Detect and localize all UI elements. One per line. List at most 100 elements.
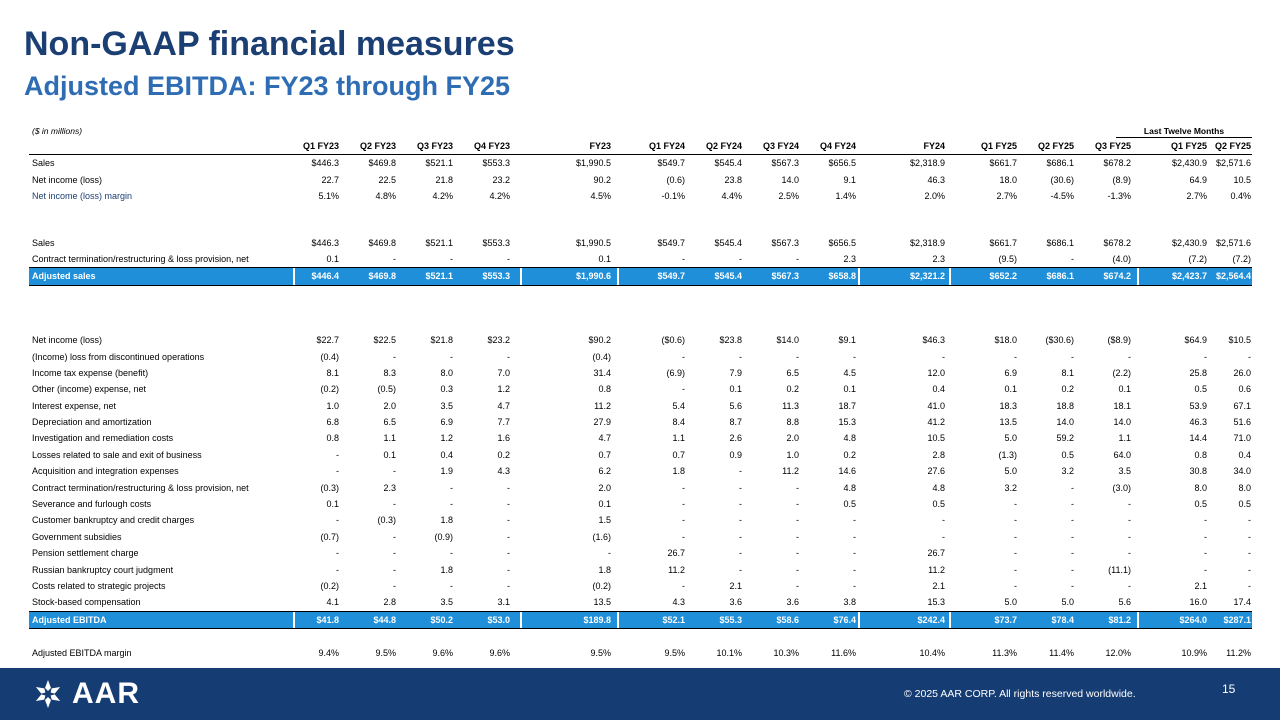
column-separator — [617, 268, 619, 285]
table-cell: 7.7 — [497, 417, 510, 428]
table-cell: 0.2 — [1061, 384, 1074, 395]
table-cell: 11.3% — [992, 648, 1017, 659]
table-cell: - — [336, 466, 339, 477]
table-cell: - — [1014, 580, 1017, 591]
table-cell: -4.5% — [1050, 191, 1074, 202]
table-cell: (0.6) — [666, 174, 685, 185]
table-cell: 8.7 — [729, 417, 742, 428]
table-cell: 0.8 — [1194, 449, 1207, 460]
table-cell: 0.7 — [672, 449, 685, 460]
table-cell: 5.4 — [672, 400, 685, 411]
table-cell: 8.1 — [1061, 367, 1074, 378]
table-row: Russian bankruptcy court judgment - - 1.8 - 1… — [29, 562, 1252, 578]
table-cell: - — [608, 548, 611, 559]
table-cell: 22.7 — [321, 174, 339, 185]
table-cell: 64.0 — [1113, 449, 1131, 460]
table-cell: $10.5 — [1228, 335, 1251, 346]
table-row: Net income (loss) 22.7 22.5 21.8 23.2 90.2 (0.… — [29, 172, 1252, 188]
table-cell: $189.8 — [583, 614, 611, 625]
table-cell: 5.0 — [1004, 466, 1017, 477]
table-cell: 14.0 — [1056, 417, 1074, 428]
table-cell: 0.6 — [1238, 384, 1251, 395]
table-cell: - — [393, 253, 396, 264]
table-cell: 0.1 — [729, 384, 742, 395]
table-cell: 1.0 — [326, 400, 339, 411]
table-cell: - — [336, 515, 339, 526]
table-cell: $567.3 — [771, 237, 799, 248]
table-cell: - — [336, 564, 339, 575]
table-cell: 8.1 — [326, 367, 339, 378]
row-label: Customer bankruptcy and credit charges — [32, 515, 195, 526]
table-cell: 0.5 — [843, 499, 856, 510]
table-cell: - — [1071, 580, 1074, 591]
table-cell: $64.9 — [1184, 335, 1207, 346]
table-cell: - — [393, 580, 396, 591]
column-header: Q3 FY23 — [416, 141, 453, 151]
table-cell: (7.2) — [1188, 253, 1207, 264]
table-cell: 21.8 — [435, 174, 453, 185]
table-cell: 3.6 — [729, 597, 742, 608]
table-cell: - — [739, 531, 742, 542]
table-cell: $78.4 — [1051, 614, 1074, 625]
table-cell: 0.1 — [1118, 384, 1131, 395]
table-cell: 1.8 — [440, 564, 453, 575]
section-adjusted-sales: Sales $446.3 $469.8 $521.1 $553.3 $1,990.5 $54… — [29, 235, 1252, 268]
table-cell: - — [739, 253, 742, 264]
table-row: Severance and furlough costs 0.1 - - - 0.1 - - -… — [29, 496, 1252, 512]
table-cell: 11.6% — [831, 648, 856, 659]
ltm-header: Last Twelve Months — [1143, 126, 1225, 136]
table-cell: 4.3 — [497, 466, 510, 477]
table-cell: - — [739, 548, 742, 559]
table-cell: 5.0 — [1004, 433, 1017, 444]
table-cell: $81.2 — [1108, 614, 1131, 625]
table-cell: - — [942, 515, 945, 526]
section-spacer — [29, 205, 1252, 235]
table-cell: (1.6) — [592, 531, 611, 542]
table-cell: - — [1071, 564, 1074, 575]
table-cell: - — [393, 499, 396, 510]
table-cell: (0.2) — [592, 580, 611, 591]
table-cell: - — [1248, 515, 1251, 526]
table-cell: 11.4% — [1049, 648, 1074, 659]
table-cell: 4.5 — [843, 367, 856, 378]
table-cell: 8.3 — [383, 367, 396, 378]
table-cell: - — [450, 499, 453, 510]
table-cell: - — [796, 580, 799, 591]
table-cell: (0.7) — [320, 531, 339, 542]
column-header: FY23 — [589, 141, 611, 151]
table-cell: - — [682, 351, 685, 362]
table-cell: 2.1 — [1194, 580, 1207, 591]
table-cell: 4.5% — [590, 191, 611, 202]
table-cell: 12.0% — [1105, 648, 1131, 659]
table-cell: $469.8 — [368, 158, 396, 169]
table-cell: $1,990.5 — [575, 237, 611, 248]
table-cell: $1,990.5 — [575, 158, 611, 169]
table-cell: 4.2% — [432, 191, 453, 202]
table-cell: - — [1204, 564, 1207, 575]
table-cell: - — [1128, 548, 1131, 559]
table-cell: 9.1 — [843, 174, 856, 185]
table-cell: - — [1014, 531, 1017, 542]
table-cell: $656.5 — [828, 158, 856, 169]
table-cell: $22.7 — [316, 335, 339, 346]
column-separator — [520, 268, 522, 285]
table-cell: - — [739, 515, 742, 526]
table-cell: $55.3 — [719, 614, 742, 625]
table-cell: 11.2% — [1226, 648, 1251, 659]
table-cell: $18.0 — [994, 335, 1017, 346]
table-cell: 46.3 — [1189, 417, 1207, 428]
row-label: Depreciation and amortization — [32, 417, 152, 428]
table-cell: - — [336, 449, 339, 460]
table-cell: - — [1204, 351, 1207, 362]
column-header: Q2 FY24 — [705, 141, 742, 151]
table-cell: (3.0) — [1112, 482, 1131, 493]
table-cell: 14.0 — [781, 174, 799, 185]
table-cell: $23.2 — [487, 335, 510, 346]
table-cell: (0.2) — [320, 384, 339, 395]
table-cell: $446.3 — [311, 237, 339, 248]
table-cell: 2.5% — [778, 191, 799, 202]
table-cell: 3.8 — [843, 597, 856, 608]
table-cell: (11.1) — [1108, 564, 1131, 575]
table-cell: $545.4 — [714, 271, 742, 282]
column-header: FY24 — [923, 141, 945, 151]
